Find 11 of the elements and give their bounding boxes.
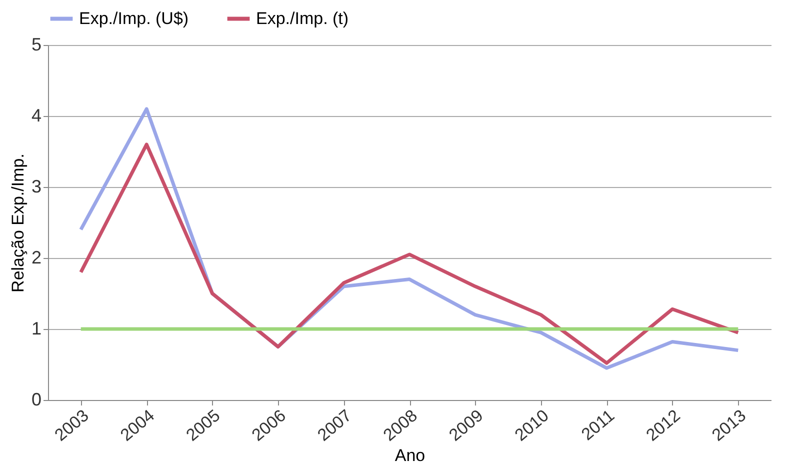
line-series: [79, 142, 740, 365]
y-tick-label: 5: [31, 34, 42, 54]
y-tick-label: 0: [31, 390, 42, 410]
y-tick-label: 4: [31, 106, 42, 126]
legend-label: Exp./Imp. (t): [256, 8, 349, 28]
y-tick-label: 2: [31, 248, 42, 268]
y-tick-label: 1: [31, 318, 42, 338]
legend-label: Exp./Imp. (U$): [79, 8, 189, 28]
y-axis-title: Relação Exp./Imp.: [8, 154, 28, 292]
y-tick-label: 3: [31, 176, 42, 196]
x-axis-title: Ano: [394, 446, 426, 466]
